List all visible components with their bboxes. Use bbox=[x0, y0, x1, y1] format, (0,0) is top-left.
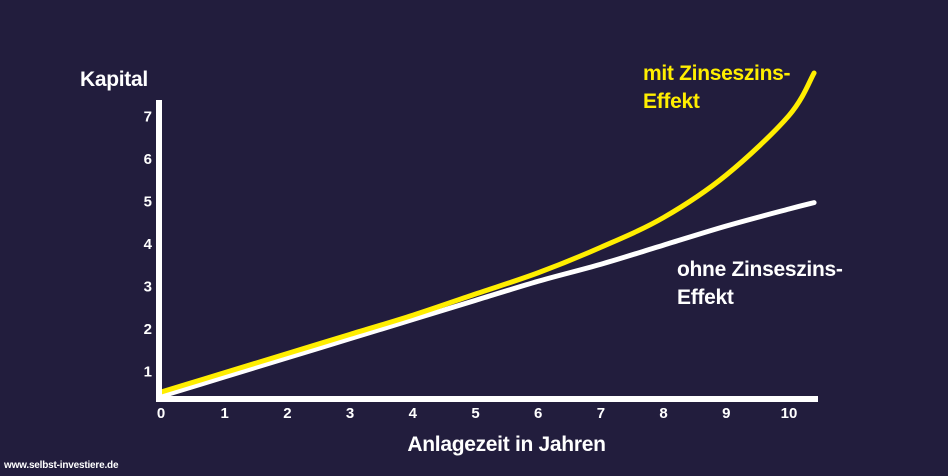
x-tick-label: 10 bbox=[781, 405, 798, 422]
x-tick-label: 8 bbox=[659, 405, 667, 422]
annotation-with-compound: mit Zinseszins- Effekt bbox=[643, 60, 791, 116]
x-tick-label: 2 bbox=[283, 405, 291, 422]
annotation-without-line2: Effekt bbox=[677, 286, 734, 309]
x-axis-label: Anlagezeit in Jahren bbox=[407, 433, 606, 456]
x-tick-label: 7 bbox=[597, 405, 605, 422]
y-tick-label: 4 bbox=[144, 236, 153, 253]
y-tick-label: 1 bbox=[144, 364, 152, 381]
x-tick-label: 6 bbox=[534, 405, 542, 422]
annotation-without-compound: ohne Zinseszins- Effekt bbox=[677, 256, 843, 312]
line-without-compound-interest bbox=[159, 200, 817, 399]
annotation-with-line1: mit Zinseszins- bbox=[643, 62, 791, 85]
y-tick-label: 2 bbox=[144, 321, 152, 338]
y-axis-ticks: 1 2 3 4 5 6 7 bbox=[144, 109, 153, 381]
x-tick-label: 3 bbox=[346, 405, 354, 422]
line-with-compound-interest bbox=[159, 70, 817, 395]
y-axis bbox=[156, 100, 162, 402]
x-tick-label: 9 bbox=[722, 405, 730, 422]
x-tick-label: 4 bbox=[409, 405, 418, 422]
x-tick-label: 1 bbox=[221, 405, 229, 422]
x-tick-label: 5 bbox=[471, 405, 479, 422]
x-tick-label: 0 bbox=[157, 405, 165, 422]
watermark: www.selbst-investiere.de bbox=[4, 460, 119, 471]
x-axis bbox=[156, 396, 818, 402]
annotation-without-line1: ohne Zinseszins- bbox=[677, 258, 843, 281]
y-tick-label: 3 bbox=[144, 279, 152, 296]
y-tick-label: 7 bbox=[144, 109, 152, 126]
annotation-with-line2: Effekt bbox=[643, 90, 700, 113]
y-axis-label: Kapital bbox=[80, 68, 148, 91]
y-tick-label: 6 bbox=[144, 151, 152, 168]
x-axis-ticks: 0 1 2 3 4 5 6 7 8 9 10 bbox=[157, 405, 798, 422]
y-tick-label: 5 bbox=[144, 194, 152, 211]
